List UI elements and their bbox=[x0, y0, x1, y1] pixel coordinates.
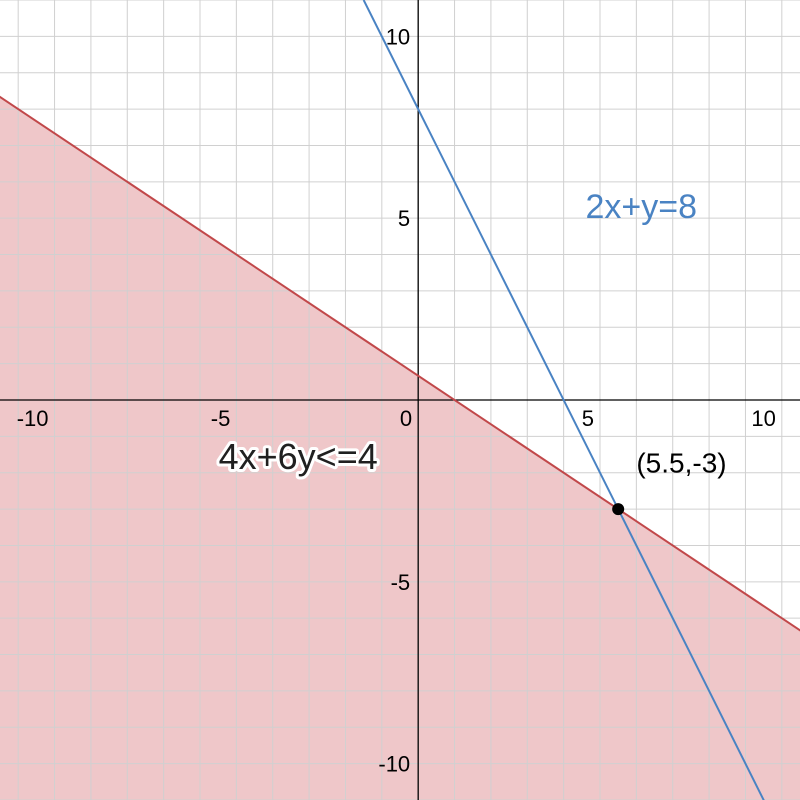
x-tick-label: 5 bbox=[582, 406, 594, 431]
x-tick-label: -5 bbox=[211, 406, 231, 431]
y-tick-label: 5 bbox=[398, 206, 410, 231]
y-tick-label: -5 bbox=[391, 570, 411, 595]
equation-label: 2x+y=8 bbox=[585, 188, 697, 226]
x-tick-label: -10 bbox=[17, 406, 49, 431]
x-tick-label: 0 bbox=[400, 406, 412, 431]
graph-svg: -10 -5 0 5 10 -10 -5 5 10 (5.5,-3) 2x+y=8 4x+6y<=4 bbox=[0, 0, 800, 800]
y-tick-label: 10 bbox=[386, 24, 410, 49]
point-label: (5.5,-3) bbox=[636, 448, 726, 479]
x-tick-label: 10 bbox=[751, 406, 775, 431]
graph-area: -10 -5 0 5 10 -10 -5 5 10 (5.5,-3) 2x+y=8 4x+6y<=4 bbox=[0, 0, 800, 800]
inequality-label: 4x+6y<=4 bbox=[219, 436, 378, 477]
y-tick-label: -10 bbox=[378, 752, 410, 777]
intersection-point bbox=[612, 503, 624, 515]
